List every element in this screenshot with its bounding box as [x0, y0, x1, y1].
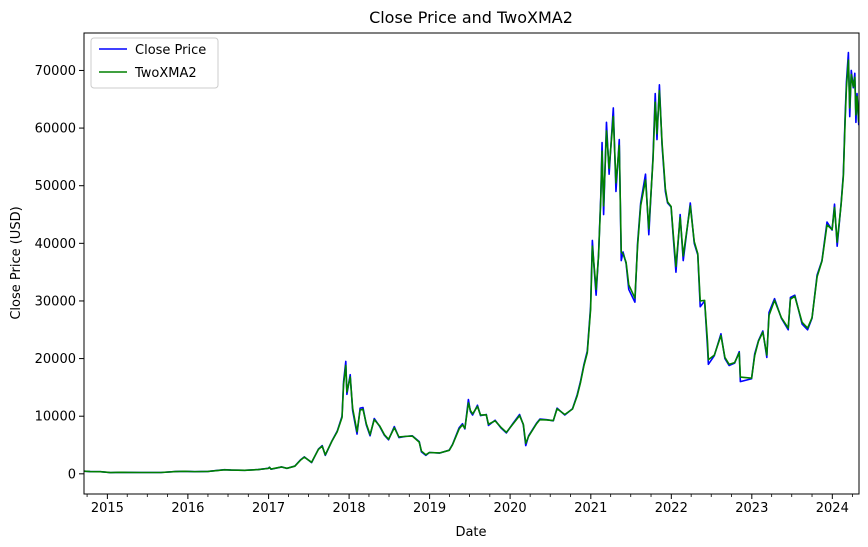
- legend-box: [90, 37, 219, 89]
- y-tick-label: 10000: [35, 410, 76, 425]
- legend-label-close-price: Close Price: [135, 43, 206, 58]
- y-tick-label: 50000: [35, 179, 76, 194]
- x-axis-title: Date: [455, 525, 486, 540]
- y-axis: 0 10000 20000 30000 40000 50000 60000 70000: [35, 64, 84, 482]
- chart-title: Close Price and TwoXMA2: [369, 8, 573, 27]
- y-tick-label: 30000: [35, 294, 76, 309]
- y-tick-label: 60000: [35, 122, 76, 137]
- x-tick-label: 2018: [333, 501, 366, 516]
- legend: Close Price TwoXMA2: [90, 37, 219, 89]
- series-line-twoxma2: [84, 59, 859, 474]
- x-tick-label: 2016: [171, 501, 204, 516]
- y-tick-label: 40000: [35, 237, 76, 252]
- x-tick-label: 2023: [735, 501, 768, 516]
- x-tick-label: 2019: [413, 501, 446, 516]
- legend-label-twoxma2: TwoXMA2: [134, 66, 197, 81]
- x-tick-label: 2020: [494, 501, 527, 516]
- x-tick-label: 2015: [91, 501, 124, 516]
- series-layer: [84, 51, 859, 474]
- x-axis: 2015 2016 2017 2018 2019 2020 2021 2022 2023 2024: [86, 494, 853, 516]
- series-line-close-price: [84, 51, 859, 474]
- y-tick-label: 20000: [35, 352, 76, 367]
- x-tick-label: 2021: [574, 501, 607, 516]
- y-axis-title: Close Price (USD): [9, 206, 24, 319]
- x-tick-label: 2024: [816, 501, 849, 516]
- y-tick-label: 70000: [35, 64, 76, 79]
- x-tick-label: 2017: [252, 501, 285, 516]
- plot-frame: [83, 32, 860, 495]
- y-tick-label: 0: [68, 467, 76, 482]
- x-tick-label: 2022: [655, 501, 688, 516]
